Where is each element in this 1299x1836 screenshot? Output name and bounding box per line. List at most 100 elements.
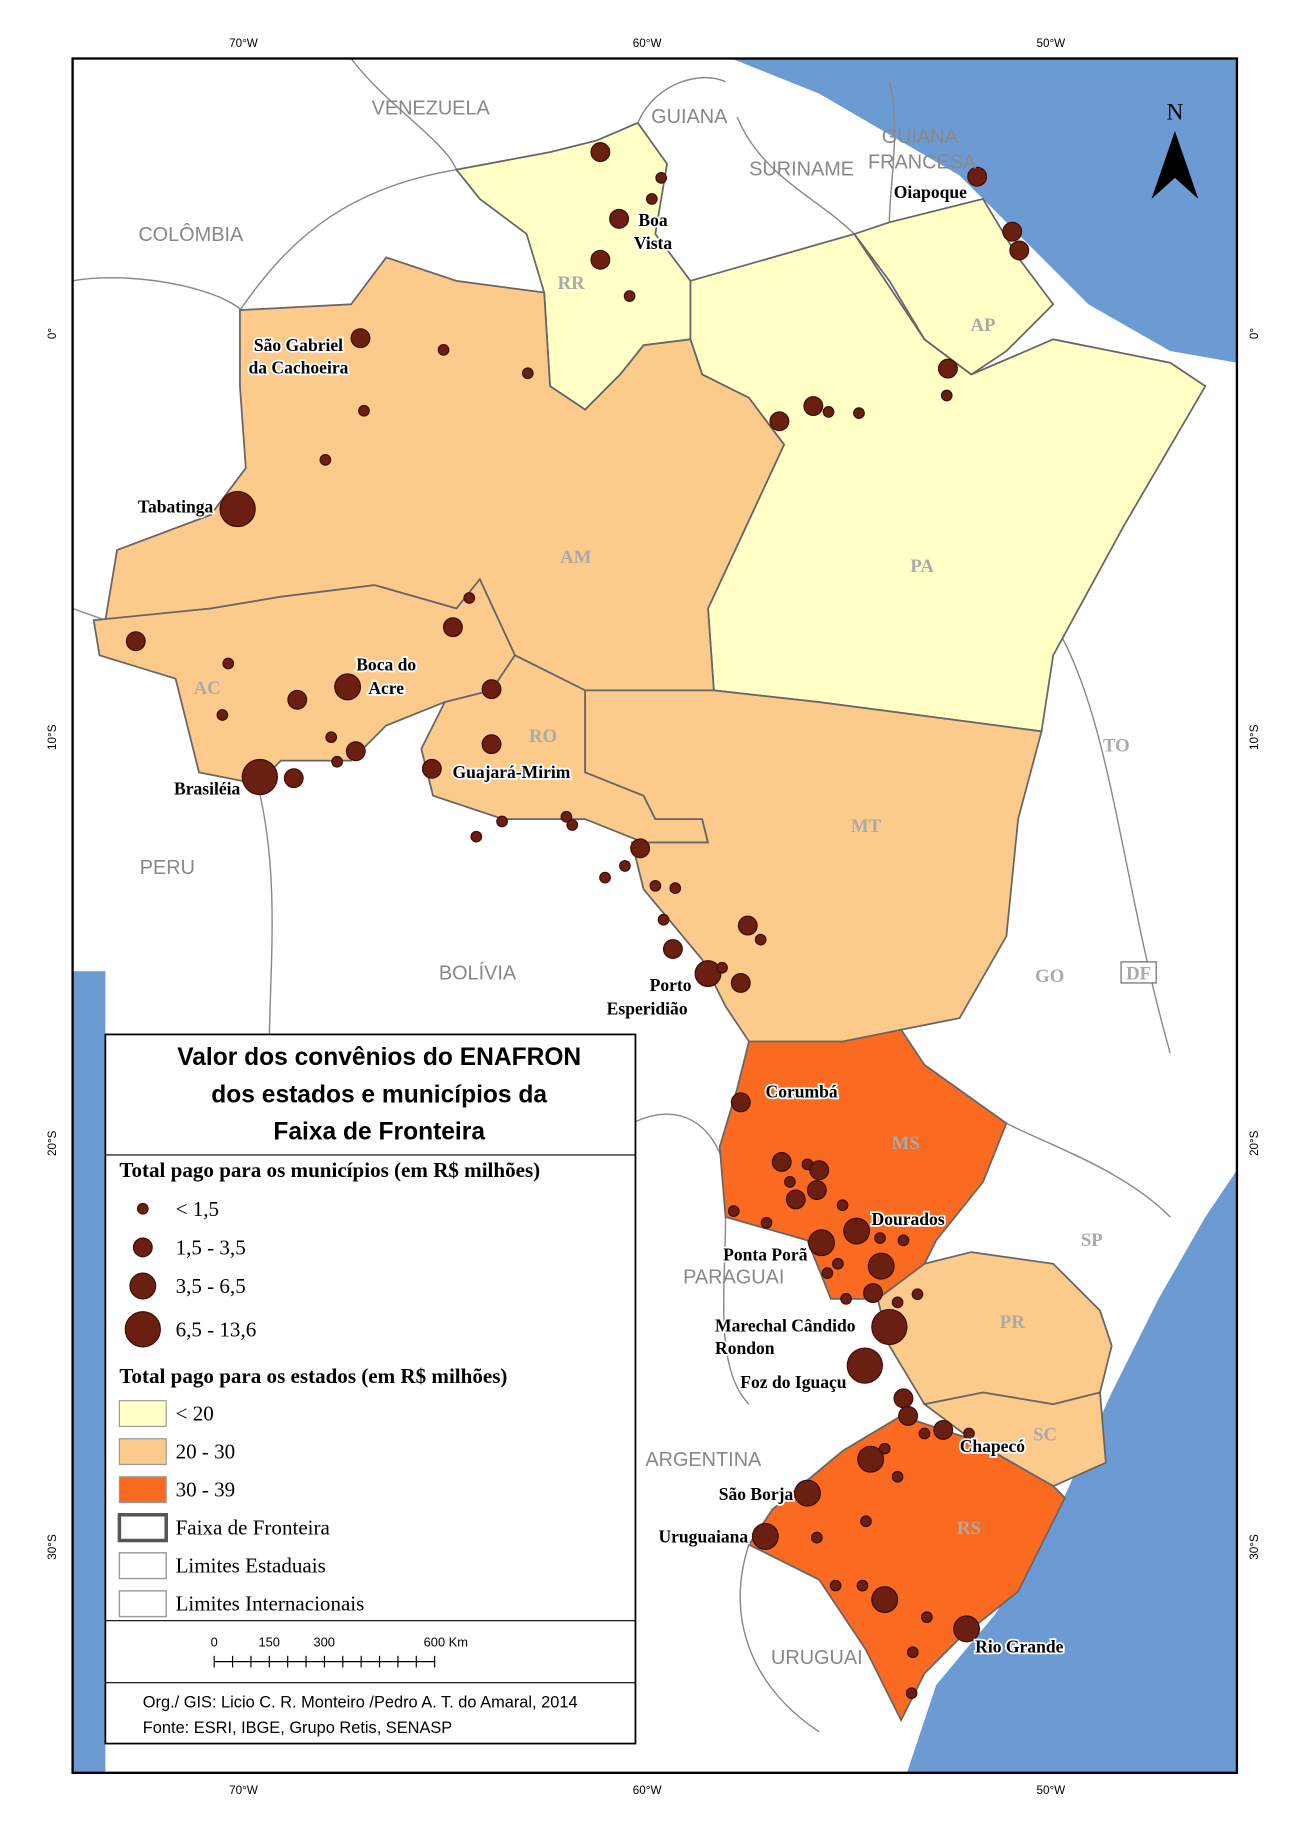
municipality-dot [481,734,502,755]
legend-label: 20 - 30 [176,1440,236,1464]
axis-label: 30°S [46,1534,59,1560]
municipality-dot [867,1252,895,1280]
municipality-dot [874,1232,886,1244]
municipality-dot [891,1470,904,1483]
city-label: Esperidião [607,999,688,1019]
city-label: Tabatinga [138,497,214,517]
municipality-dot [630,838,651,859]
municipality-dot [590,249,611,270]
city-label: Uruguaiana [658,1526,748,1546]
country-label: BOLÍVIA [439,961,517,984]
state-label: SC [1033,1424,1057,1445]
municipality-dot [358,404,370,417]
axis-label: 60°W [633,1784,662,1797]
municipality-dot [906,1646,919,1659]
municipality-dot [287,689,308,710]
axis-label: 70°W [229,37,258,50]
municipality-dot [769,411,790,432]
country-label: GUIANA [651,106,728,128]
municipality-dot [222,657,235,670]
axis-label: 10°S [1248,724,1261,750]
city-label: Oiapoque [894,182,967,202]
state-label: TO [1103,735,1130,756]
municipality-dot [1002,221,1023,242]
municipality-dot [623,290,636,302]
north-arrow [1151,131,1199,199]
axis-label: 0° [1248,328,1261,339]
municipality-dot [560,810,573,823]
city-label: da Cachoeira [248,357,348,377]
municipality-dot [645,193,658,205]
axis-label: 60°W [633,37,662,50]
legend-label: Limites Estaduais [176,1554,326,1578]
municipality-dot [878,1442,891,1455]
municipality-dot [241,758,278,796]
municipality-dot [599,871,611,884]
municipality-dot [694,960,722,988]
city-label: Boa [638,210,667,230]
municipality-dot [893,1388,914,1409]
municipality-dot [810,1531,823,1544]
municipality-dot [891,1296,904,1309]
city-label: Boca do [356,655,416,675]
municipality-dot [821,1267,834,1279]
state [584,689,1043,1055]
state-label: MT [851,816,882,837]
municipality-dot [730,972,751,993]
municipality-dot [590,142,611,163]
city-label: Foz do Iguaçu [740,1372,847,1392]
state-label: SP [1081,1230,1103,1251]
city-label: São Gabriel [254,335,343,355]
axis-label: 50°W [1037,1784,1066,1797]
municipality-dot [283,768,304,789]
municipality-dot [806,1180,827,1201]
municipality-dot [784,1176,796,1188]
city-label: Corumbá [766,1082,838,1102]
municipality-dot [496,815,508,828]
municipality-dot [566,819,579,831]
axis-label: 70°W [229,1784,258,1797]
legend-title: dos estados e municípios da [211,1081,547,1108]
legend-heading: Total pago para os municípios (em R$ mil… [119,1158,540,1182]
state-label: GO [1035,966,1064,987]
municipality-dot [350,328,371,349]
city-label: Brasiléia [174,779,241,799]
municipality-dot [933,1420,954,1440]
municipality-dot [836,1199,849,1212]
df-outline [1120,961,1157,984]
state-label: RR [558,273,586,294]
municipality-dot [1009,240,1030,261]
city-label: Porto [650,975,692,995]
municipality-dot [331,755,343,768]
credits: Org./ GIS: Licio C. R. Monteiro /Pedro A… [143,1693,578,1711]
municipality-dot [737,915,758,936]
municipality-dot [442,617,463,638]
scale-label: 300 [313,1634,334,1649]
state [747,1414,1066,1723]
state-label: AC [194,678,221,699]
municipality-dot [470,830,483,843]
municipality-dot [125,631,146,652]
municipality-dot [319,454,332,466]
legend-label: < 1,5 [176,1197,219,1221]
municipality-dot [760,1216,773,1229]
legend-label: < 20 [176,1402,214,1426]
legend-dot [129,1272,157,1300]
state-label: RS [957,1518,981,1539]
municipality-dot [911,1288,924,1301]
legend: Valor dos convênios do ENAFRON dos estado… [117,1044,581,1737]
municipality-dot [669,882,682,895]
axis-label: 50°W [1037,37,1066,50]
legend-swatch [118,1476,167,1504]
municipality-dots [125,142,1030,1700]
scale-label: 0 [211,1634,218,1649]
municipality-dot [920,1611,933,1624]
municipality-dot [918,1427,931,1440]
state-label: RO [529,726,557,747]
state-label: AP [971,315,996,336]
municipality-dot [856,1579,869,1592]
city-label: Marechal Cândido [715,1316,856,1336]
legend-title: Valor dos convênios do ENAFRON [177,1044,581,1071]
municipality-dot [437,344,450,356]
